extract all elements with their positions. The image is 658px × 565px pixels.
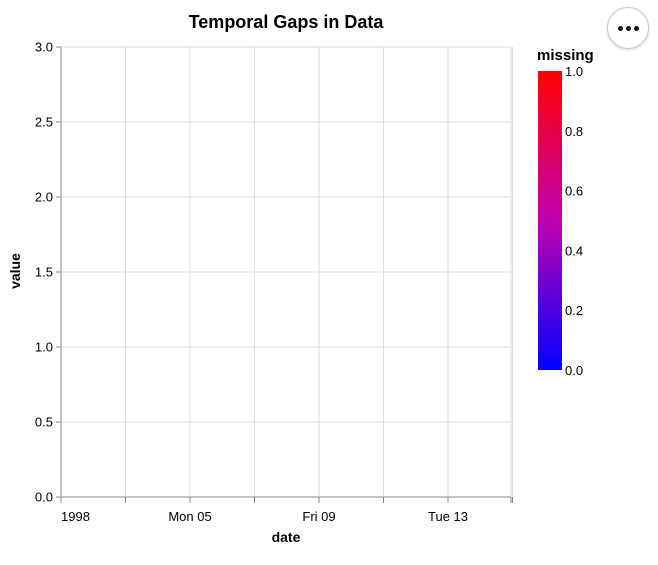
y-tick-label: 2.0 [35, 190, 53, 205]
more-options-button[interactable] [607, 7, 649, 49]
legend-tick-label: 0.0 [565, 363, 583, 378]
y-tick-label: 1.0 [35, 340, 53, 355]
y-tick-label: 3.0 [35, 40, 53, 55]
y-tick-label: 2.5 [35, 115, 53, 130]
legend-tick-label: 1.0 [565, 64, 583, 79]
legend-tick-label: 0.8 [565, 124, 583, 139]
y-tick-label: 0.5 [35, 415, 53, 430]
x-axis-title: date [272, 529, 301, 545]
x-tick-label: Mon 05 [168, 509, 211, 524]
x-axis: 1998 Mon 05 Fri 09 Tue 13 [60, 496, 513, 524]
legend-gradient-bar [538, 71, 562, 370]
x-tick-label: Tue 13 [428, 509, 468, 524]
grid [60, 46, 513, 498]
y-tick-label: 1.5 [35, 265, 53, 280]
more-horizontal-icon [616, 25, 640, 31]
color-legend: missing 0.0 0.2 0.4 0.6 0.8 1.0 [537, 47, 594, 378]
legend-tick-label: 0.4 [565, 243, 583, 258]
chart-title: Temporal Gaps in Data [189, 12, 385, 32]
y-axis-title: value [7, 253, 23, 289]
legend-tick-label: 0.2 [565, 303, 583, 318]
x-tick-label: 1998 [61, 509, 90, 524]
y-tick-label: 0.0 [35, 490, 53, 505]
x-tick-label: Fri 09 [302, 509, 335, 524]
legend-tick-label: 0.6 [565, 184, 583, 199]
y-axis: 0.0 0.5 1.0 1.5 2.0 2.5 3.0 [35, 40, 62, 505]
legend-title: missing [537, 47, 594, 64]
